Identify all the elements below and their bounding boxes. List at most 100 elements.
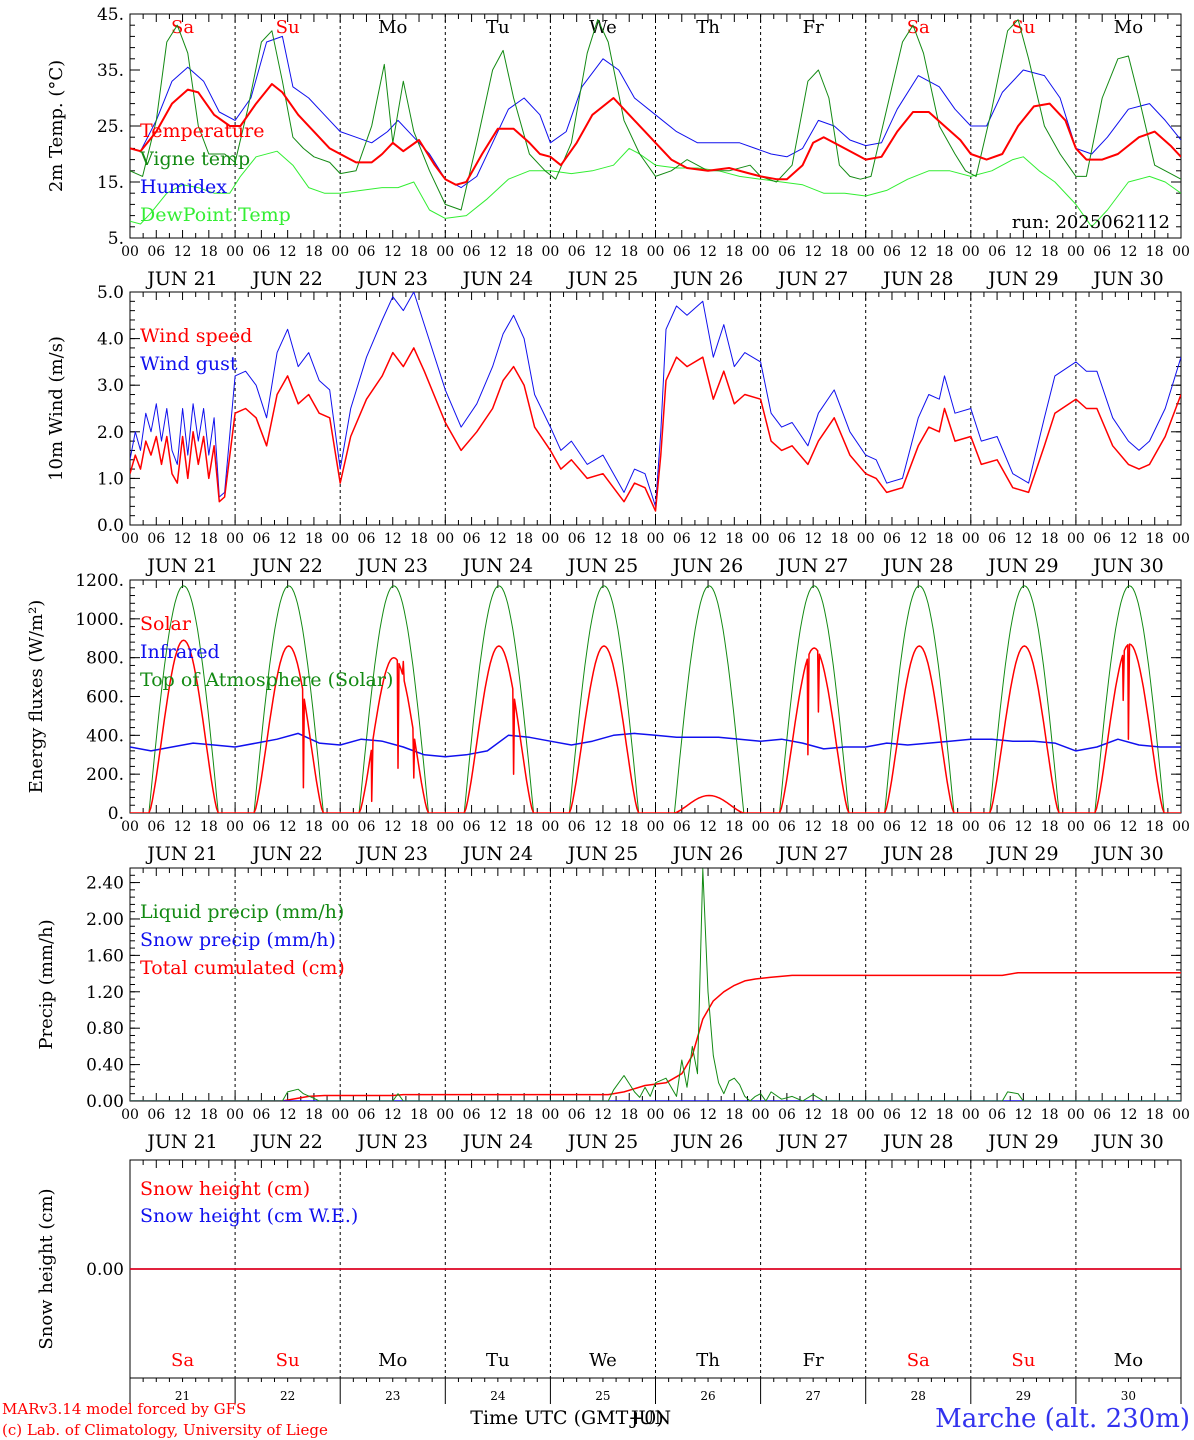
x-hour-label: 18 xyxy=(515,531,533,547)
x-hour-label: 06 xyxy=(988,819,1006,835)
x-hour-label: 00 xyxy=(857,244,875,260)
day-number-label: 30 xyxy=(1121,1389,1136,1403)
series-line-temperature xyxy=(130,83,1181,186)
x-hour-label: 06 xyxy=(568,244,586,260)
x-hour-label: 06 xyxy=(568,819,586,835)
x-hour-label: 12 xyxy=(1120,819,1138,835)
x-hour-label: 06 xyxy=(463,531,481,547)
x-hour-label: 00 xyxy=(752,1107,770,1123)
x-date-label: JUN 25 xyxy=(566,268,638,290)
day-number-label: 28 xyxy=(911,1389,926,1403)
y-tick-label: 3.0 xyxy=(97,376,124,396)
series-layer xyxy=(130,868,1181,1101)
day-number-label: 25 xyxy=(595,1389,610,1403)
day-name-label: Su xyxy=(276,17,300,38)
x-hour-label: 12 xyxy=(384,244,402,260)
x-hour-label: 12 xyxy=(174,531,192,547)
x-hour-label: 12 xyxy=(804,1107,822,1123)
day-name-label: Mo xyxy=(378,1350,407,1371)
x-hour-label: 00 xyxy=(436,244,454,260)
x-hour-label: 00 xyxy=(752,244,770,260)
x-date-label: JUN 27 xyxy=(776,555,848,577)
x-hour-label: 00 xyxy=(857,819,875,835)
day-name-label: Su xyxy=(1011,1350,1035,1371)
x-hour-label: 18 xyxy=(831,819,849,835)
x-hour-label: 12 xyxy=(489,244,507,260)
legend-entry: Solar xyxy=(140,613,192,635)
x-hour-label: 18 xyxy=(620,531,638,547)
x-hour-label: 06 xyxy=(358,531,376,547)
x-hour-label: 18 xyxy=(200,819,218,835)
x-hour-label: 00 xyxy=(226,531,244,547)
x-hour-label: 06 xyxy=(883,819,901,835)
x-hour-label: 18 xyxy=(1041,1107,1059,1123)
x-hour-label: 06 xyxy=(358,1107,376,1123)
day-name-label: Fr xyxy=(803,1350,824,1371)
x-date-label: JUN 22 xyxy=(250,555,322,577)
x-hour-label: 18 xyxy=(620,244,638,260)
x-hour-label: 06 xyxy=(252,244,270,260)
x-hour-label: 06 xyxy=(1093,819,1111,835)
x-date-label: JUN 29 xyxy=(986,555,1058,577)
x-hour-label: 12 xyxy=(804,531,822,547)
x-hour-label: 06 xyxy=(252,531,270,547)
x-hour-label: 18 xyxy=(1146,819,1164,835)
x-date-label: JUN 21 xyxy=(145,555,217,577)
day-name-label: Fr xyxy=(803,17,824,38)
x-date-label: JUN 23 xyxy=(356,555,428,577)
x-hour-label: 06 xyxy=(778,819,796,835)
chart-panel-1: 45. 35. 25. 15. 5. 2m Temp. (°C) Sa Su Mo Tu We Th F… xyxy=(46,5,1190,290)
day-name-label: Sa xyxy=(907,1350,930,1371)
x-hour-label: 18 xyxy=(200,244,218,260)
x-date-label: JUN 25 xyxy=(566,1131,638,1153)
x-hour-label: 06 xyxy=(252,819,270,835)
x-hour-label: 12 xyxy=(909,531,927,547)
y-tick-label: 15. xyxy=(97,173,124,193)
x-axis-title: Time UTC (GMT+0) xyxy=(470,1407,663,1429)
x-hour-label: 12 xyxy=(174,244,192,260)
x-date-label: JUN 22 xyxy=(250,268,322,290)
x-hour-label: 12 xyxy=(1120,531,1138,547)
legend-entry: Wind gust xyxy=(140,353,238,375)
series-line-infrared xyxy=(130,732,1181,758)
chart-panel-2: 5.0 4.0 3.0 2.0 1.0 0.0 10m Wind (m/s) 00 06 12 18… xyxy=(46,283,1190,577)
x-hour-label: 06 xyxy=(778,531,796,547)
x-hour-label: 00 xyxy=(331,819,349,835)
x-hour-label: 12 xyxy=(279,244,297,260)
x-date-label: JUN 28 xyxy=(881,268,953,290)
x-hour-label: 12 xyxy=(909,244,927,260)
x-hour-label: 06 xyxy=(463,244,481,260)
x-date-label: JUN 27 xyxy=(776,268,848,290)
x-hour-label: 12 xyxy=(384,1107,402,1123)
x-hour-label: 18 xyxy=(305,531,323,547)
day-number-label: 27 xyxy=(806,1389,821,1403)
x-hour-label: 18 xyxy=(410,531,428,547)
y-tick-label: 0. xyxy=(108,804,124,824)
x-date-label: JUN 29 xyxy=(986,843,1058,865)
x-hour-label: 06 xyxy=(358,819,376,835)
x-hour-label: 12 xyxy=(594,1107,612,1123)
x-hour-label: 00 xyxy=(1067,1107,1085,1123)
x-hour-label: 06 xyxy=(988,244,1006,260)
y-tick-label: 1000. xyxy=(75,610,124,630)
x-hour-label: 18 xyxy=(515,244,533,260)
y-tick-label: 2.0 xyxy=(97,423,124,443)
legend-entry: Total cumulated (cm) xyxy=(140,957,345,979)
x-date-label: JUN 23 xyxy=(356,843,428,865)
legend-entry: Snow precip (mm/h) xyxy=(140,929,336,951)
x-hour-label: 18 xyxy=(1146,1107,1164,1123)
x-date-label: JUN 30 xyxy=(1091,268,1163,290)
x-hour-label: 18 xyxy=(515,1107,533,1123)
chart-panel-4: 2.40 2.00 1.60 1.20 0.80 0.40 0.00 Precip (mm/h… xyxy=(36,867,1190,1153)
day-number-label: 22 xyxy=(280,1389,295,1403)
day-name-label: We xyxy=(589,17,617,38)
day-number-label: 29 xyxy=(1016,1389,1031,1403)
legend-entry: Wind speed xyxy=(140,325,252,347)
x-date-label: JUN 24 xyxy=(461,843,533,865)
x-date-label: JUN 25 xyxy=(566,555,638,577)
x-hour-label: 12 xyxy=(594,531,612,547)
day-name-label: Sa xyxy=(171,17,194,38)
copyright-credit: (c) Lab. of Climatology, University of L… xyxy=(2,1421,328,1439)
x-hour-label: 00 xyxy=(1172,819,1190,835)
